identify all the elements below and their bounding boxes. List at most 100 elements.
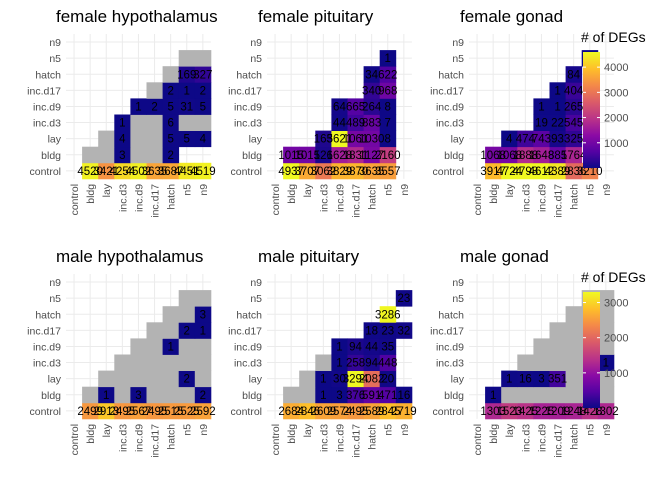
heatmap-cell: [114, 370, 131, 388]
heatmap-cell: [565, 338, 583, 355]
heatmap-cell: [363, 338, 381, 355]
cell-value-label: 1015: [278, 150, 304, 162]
heatmap-cell: [501, 162, 518, 180]
heatmap-cell: [533, 130, 550, 148]
heatmap-cell: [283, 146, 300, 164]
cell-value-label: 3: [119, 150, 125, 162]
cell-value-label: 3870: [343, 166, 369, 178]
heatmap-cell: [194, 354, 212, 371]
heatmap-cell: [162, 114, 180, 131]
y-tick-label: n9: [452, 37, 464, 49]
cell-value-label: 591: [362, 390, 381, 402]
cell-value-label: 6: [167, 118, 173, 130]
heatmap-cell: [98, 386, 115, 404]
cell-value-label: 8: [385, 134, 391, 146]
heatmap-cell: [549, 386, 566, 404]
heatmap-cell: [162, 354, 180, 371]
heatmap-cell: [130, 386, 147, 404]
cell-value-label: 3: [135, 390, 141, 402]
cell-value-label: 3294: [343, 374, 369, 386]
y-tick-label: hatch: [438, 309, 464, 321]
cell-value-label: 2495: [343, 406, 369, 418]
heatmap-cell: [146, 402, 163, 420]
cell-value-label: 3635: [142, 166, 168, 178]
y-tick-label: lay: [249, 134, 263, 146]
heatmap-cell: [114, 146, 131, 164]
heatmap-cell: [130, 338, 147, 355]
y-tick-label: bldg: [41, 390, 61, 402]
cell-value-label: 4612: [529, 166, 555, 178]
cell-value-label: 1068: [496, 150, 522, 162]
heatmap-panel-2: female pituitary 493737073062382938703635…: [228, 7, 412, 218]
x-tick-label: lay: [504, 423, 516, 437]
heatmap-cell: [178, 386, 196, 404]
cell-value-label: 448: [378, 358, 397, 370]
cell-value-label: 2: [200, 390, 206, 402]
heatmap-cell: [162, 162, 180, 180]
panel-title: female gonad: [460, 7, 563, 26]
cell-value-label: 264: [362, 101, 382, 113]
heatmap-cell: [379, 82, 397, 99]
heatmap-cell: [194, 402, 212, 420]
heatmap-cell: [565, 402, 583, 420]
cell-value-label: 4724: [496, 166, 522, 178]
cell-value-label: 327: [193, 69, 212, 81]
cell-value-label: 8: [385, 101, 391, 113]
y-tick-label: inc.d9: [436, 101, 464, 113]
cell-value-label: 4: [200, 134, 207, 146]
y-tick-label: control: [432, 406, 464, 418]
cell-value-label: 20: [381, 374, 394, 386]
cell-value-label: 3210: [577, 166, 603, 178]
heatmap-cell: [178, 82, 196, 99]
heatmap-cell: [98, 402, 115, 420]
heatmap-cell: [347, 162, 364, 180]
heatmap-cell: [194, 370, 212, 388]
cell-value-label: 3917: [480, 166, 506, 178]
heatmap-cell: [146, 386, 163, 404]
heatmap-cell: [82, 402, 99, 420]
heatmap-cell: [347, 354, 364, 371]
cell-value-label: 7: [385, 118, 391, 130]
cell-value-label: 4519: [190, 166, 216, 178]
cell-value-label: 1628: [327, 150, 353, 162]
heatmap-panel-1: female hypothalamus452034214254450236353…: [27, 7, 217, 218]
cell-value-label: 325: [564, 134, 583, 146]
heatmap-cell: [485, 402, 502, 420]
heatmap-cell: [162, 402, 180, 420]
x-tick-label: lay: [504, 183, 516, 197]
heatmap-cell: [82, 386, 99, 404]
x-tick-label: n9: [399, 184, 411, 196]
heatmap-cell: [146, 130, 163, 148]
y-tick-label: lay: [451, 374, 465, 386]
x-tick-label: n9: [198, 184, 210, 196]
legend-colorbar: [583, 292, 600, 408]
heatmap-cell: [331, 162, 348, 180]
cell-value-label: 3: [538, 374, 544, 386]
cell-value-label: 3635: [359, 166, 385, 178]
y-tick-label: bldg: [444, 390, 464, 402]
cell-value-label: 2: [200, 85, 206, 97]
heatmap-cell: [565, 66, 583, 83]
cell-value-label: 18: [365, 325, 378, 337]
heatmap-cell: [98, 130, 115, 148]
heatmap-cell: [178, 322, 196, 339]
heatmap-cell: [130, 370, 147, 388]
y-tick-label: control: [29, 166, 61, 178]
heatmap-cell: [331, 338, 348, 355]
y-tick-label: inc.d9: [234, 341, 262, 353]
cell-value-label: 743: [532, 134, 551, 146]
heatmap-cell: [363, 402, 381, 420]
heatmap-cell: [299, 402, 316, 420]
cell-value-label: 1: [554, 85, 560, 97]
y-tick-label: lay: [249, 374, 263, 386]
x-tick-label: inc.d17: [150, 184, 162, 218]
y-tick-label: inc.d17: [27, 325, 61, 337]
cell-value-label: 94: [365, 358, 378, 370]
heatmap-cell: [379, 98, 397, 115]
heatmap-cell: [533, 354, 550, 371]
heatmap-cell: [283, 386, 300, 404]
heatmap-cell: [363, 322, 381, 339]
cell-value-label: 23: [381, 325, 394, 337]
cell-value-label: 3707: [294, 166, 320, 178]
heatmap-cell: [347, 114, 364, 131]
